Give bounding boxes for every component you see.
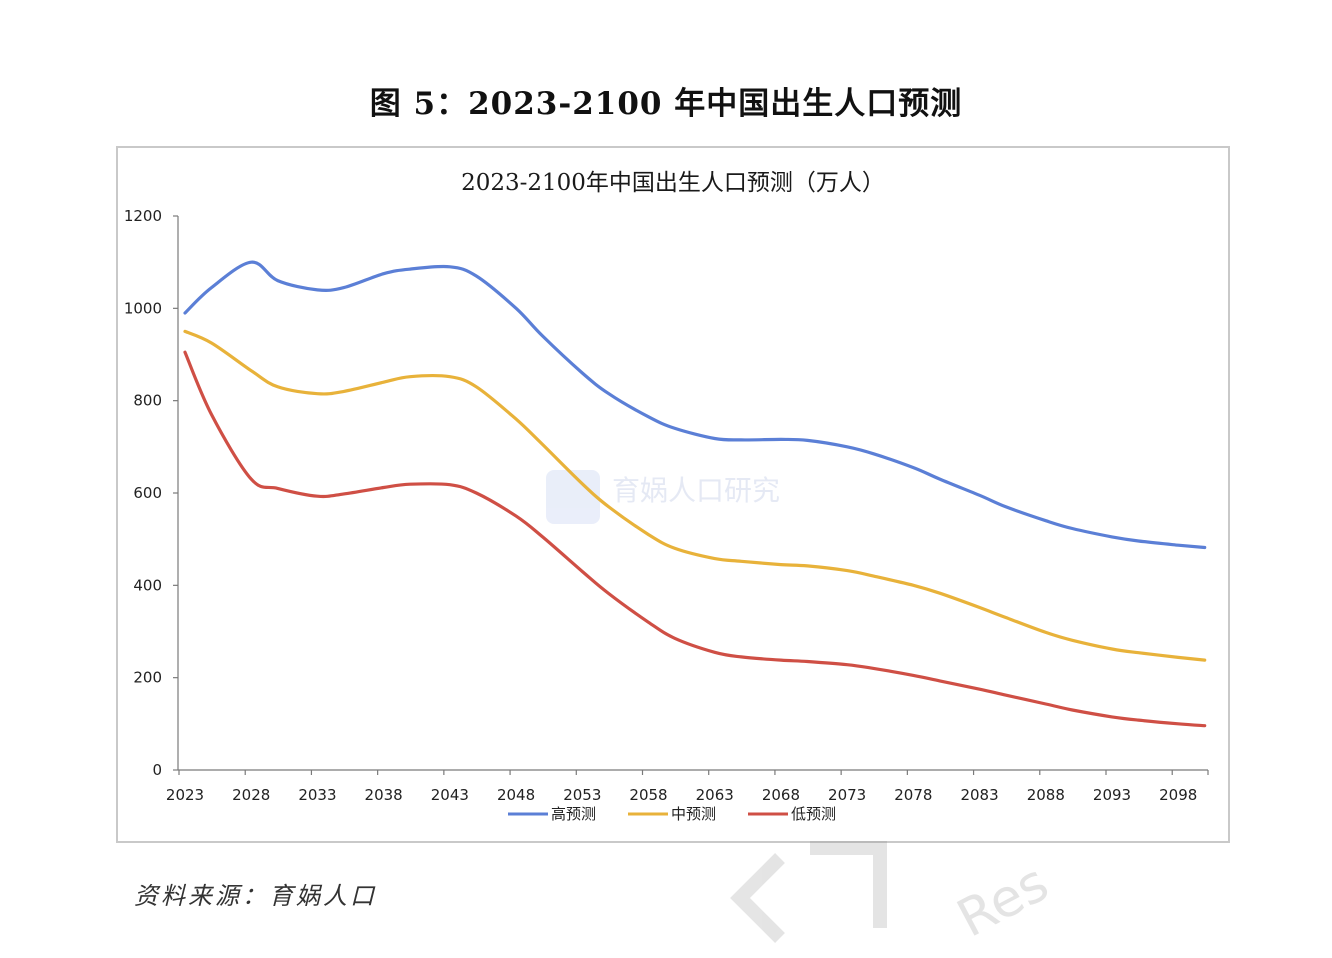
x-tick-label: 2033: [298, 786, 336, 804]
legend-label-mid: 中预测: [671, 805, 716, 823]
series-high-line: [183, 260, 1207, 550]
source-note: 资料来源：育娲人口: [134, 882, 377, 910]
x-tick-label: 2063: [696, 786, 734, 804]
chart-frame: 育娲人口研究 2023-2100年中国出生人口预测（万人） 0 200 400 600…: [116, 146, 1230, 843]
y-tick-label: 200: [133, 669, 162, 687]
figure-title: 图 5：2023-2100 年中国出生人口预测: [369, 86, 963, 122]
x-tick-label: 2078: [894, 786, 932, 804]
x-tick-label: 2043: [431, 786, 469, 804]
x-tick-label: 2028: [232, 786, 270, 804]
x-tick-label: 2023: [166, 786, 204, 804]
y-tick-label: 400: [133, 576, 162, 594]
x-tick-label: 2098: [1159, 786, 1197, 804]
watermark-text: 育娲人口研究: [612, 474, 780, 507]
x-tick-label: 2073: [828, 786, 866, 804]
corner-watermark: Res: [730, 841, 1058, 950]
y-tick-label: 1200: [124, 207, 162, 225]
axes: 0 200 400 600 800 1000 1200 2023 2028 2033 2038 204…: [124, 207, 1209, 804]
x-tick-label: 2093: [1093, 786, 1131, 804]
x-tick-label: 2053: [563, 786, 601, 804]
chart-title: 2023-2100年中国出生人口预测（万人）: [461, 170, 885, 196]
x-tick-label: 2083: [960, 786, 998, 804]
watermark: 育娲人口研究: [546, 470, 780, 524]
y-tick-label: 1000: [124, 299, 162, 317]
x-tick-label: 2058: [629, 786, 667, 804]
corner-watermark-text: Res: [948, 853, 1058, 950]
x-tick-label: 2048: [497, 786, 535, 804]
series-mid-line: [183, 329, 1207, 662]
x-tick-label: 2088: [1027, 786, 1065, 804]
watermark-logo-icon: [546, 470, 600, 524]
y-tick-label: 0: [152, 761, 162, 779]
x-tick-label: 2038: [365, 786, 403, 804]
legend-label-high: 高预测: [551, 805, 596, 823]
x-tick-label: 2068: [762, 786, 800, 804]
y-tick-label: 600: [133, 484, 162, 502]
legend-label-low: 低预测: [791, 805, 836, 823]
y-tick-label: 800: [133, 392, 162, 410]
series-layer: [183, 260, 1207, 728]
series-low-line: [183, 350, 1207, 728]
line-chart: 育娲人口研究 2023-2100年中国出生人口预测（万人） 0 200 400 600…: [124, 170, 1209, 823]
legend: 高预测 中预测 低预测: [508, 805, 836, 823]
